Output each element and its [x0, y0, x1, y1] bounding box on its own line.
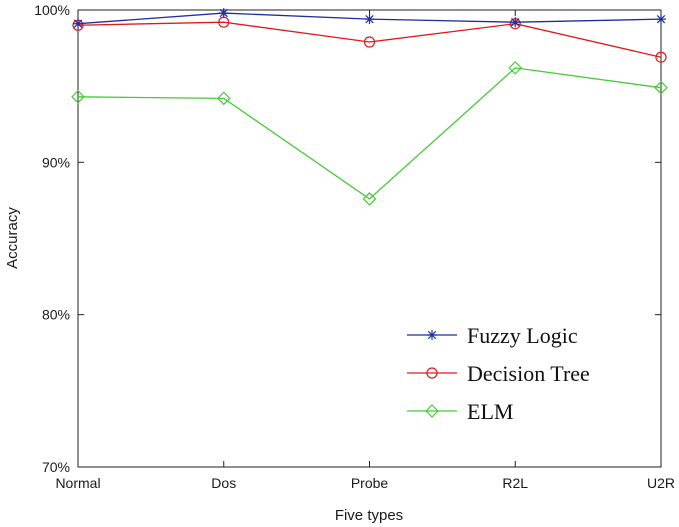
series-line-elm [77, 67, 662, 200]
data-point-fuzzy-logic [364, 14, 375, 25]
plot-frame [77, 9, 662, 468]
y-tick-label: 90% [42, 154, 70, 170]
data-point-elm [654, 80, 668, 95]
series-elm [71, 61, 668, 206]
x-tick-label: Normal [55, 475, 100, 491]
data-point-fuzzy-logic [510, 17, 521, 28]
data-point-fuzzy-logic [73, 18, 83, 29]
x-tick-label: U2R [647, 475, 675, 491]
data-point-fuzzy-logic [218, 8, 229, 19]
y-tick-label: 70% [42, 459, 70, 475]
legend-item: Fuzzy Logic [407, 323, 578, 348]
series-line-decision-tree [77, 21, 662, 58]
legend-marker [427, 330, 437, 340]
x-tick-label: Probe [351, 475, 389, 491]
data-point-elm [508, 61, 523, 75]
legend-label: Fuzzy Logic [467, 323, 578, 348]
y-tick-label: 80% [42, 307, 70, 323]
x-axis-label: Five types [335, 507, 403, 524]
legend-item: ELM [407, 399, 513, 424]
series-layer [71, 8, 668, 206]
data-point-elm [362, 192, 377, 206]
legend-label: ELM [467, 399, 513, 424]
legend: Fuzzy Logic Decision Tree ELM [407, 323, 590, 424]
y-axis-ticks: 70% 80% 90% 100% [34, 2, 661, 475]
data-point-decision-tree [655, 51, 667, 63]
legend-item: Decision Tree [407, 361, 590, 386]
y-axis-label: Accuracy [4, 207, 21, 269]
legend-marker [426, 367, 438, 379]
legend-label: Decision Tree [467, 361, 590, 386]
series-fuzzy-logic [73, 8, 666, 29]
data-point-decision-tree [218, 16, 230, 28]
data-point-elm [216, 91, 231, 106]
y-tick-label: 100% [34, 2, 70, 18]
data-point-elm [71, 89, 85, 104]
legend-marker [425, 404, 439, 418]
x-axis-ticks: Normal Dos Probe R2L U2R [55, 10, 675, 491]
data-point-fuzzy-logic [656, 14, 666, 25]
x-tick-label: Dos [211, 475, 236, 491]
x-tick-label: R2L [502, 475, 528, 491]
data-point-decision-tree [363, 36, 376, 48]
